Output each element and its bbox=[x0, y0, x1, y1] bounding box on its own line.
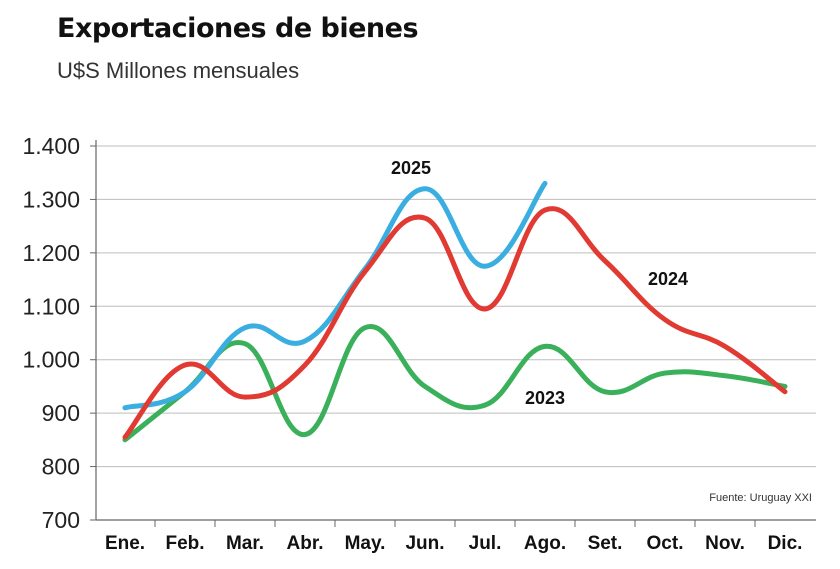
source-note: Fuente: Uruguay XXI bbox=[709, 492, 812, 504]
series-labels: 2025 2024 2023 bbox=[391, 158, 688, 408]
y-tick-label: 800 bbox=[42, 454, 80, 480]
series-line-2025 bbox=[122, 180, 548, 411]
x-tick-label: Feb. bbox=[165, 533, 204, 554]
gridlines bbox=[96, 145, 816, 468]
x-tick-label: Jul. bbox=[469, 533, 502, 554]
y-tick-label: 1.200 bbox=[22, 240, 80, 266]
x-tick-label: Jun. bbox=[405, 533, 444, 554]
chart-subtitle: U$S Millones mensuales bbox=[57, 58, 300, 83]
x-tick-label: Ago. bbox=[524, 533, 566, 554]
y-tick-label: 1.000 bbox=[22, 347, 80, 373]
x-tick-label: Set. bbox=[588, 533, 623, 554]
series-line-2023 bbox=[122, 324, 788, 443]
y-tick-label: 1.100 bbox=[22, 293, 80, 319]
x-tick-label: Dic. bbox=[768, 533, 803, 554]
y-tick-label: 700 bbox=[42, 507, 80, 533]
series-label-2025: 2025 bbox=[391, 158, 431, 178]
y-tick-label: 1.300 bbox=[22, 186, 80, 212]
x-tick-label: Oct. bbox=[647, 533, 684, 554]
x-tick-label: Nov. bbox=[705, 533, 745, 554]
series-lines bbox=[122, 180, 788, 443]
series-label-2023: 2023 bbox=[525, 388, 565, 408]
y-tick-label: 900 bbox=[42, 400, 80, 426]
x-tick-label: Abr. bbox=[287, 533, 324, 554]
y-tick-label: 1.400 bbox=[22, 133, 80, 159]
axes bbox=[95, 140, 816, 521]
chart-title: Exportaciones de bienes bbox=[57, 13, 419, 44]
x-tick-label: Mar. bbox=[226, 533, 264, 554]
series-line-2024 bbox=[122, 206, 788, 440]
x-axis-ticks: Ene. Feb. Mar. Abr. May. Jun. Jul. Ago. Set. Oct.… bbox=[105, 520, 802, 554]
y-axis-ticks: 700 800 900 1.000 1.100 1.200 1.300 1.400 bbox=[22, 133, 96, 533]
series-label-2024: 2024 bbox=[648, 269, 688, 289]
x-tick-label: Ene. bbox=[105, 533, 145, 554]
x-tick-label: May. bbox=[345, 533, 386, 554]
